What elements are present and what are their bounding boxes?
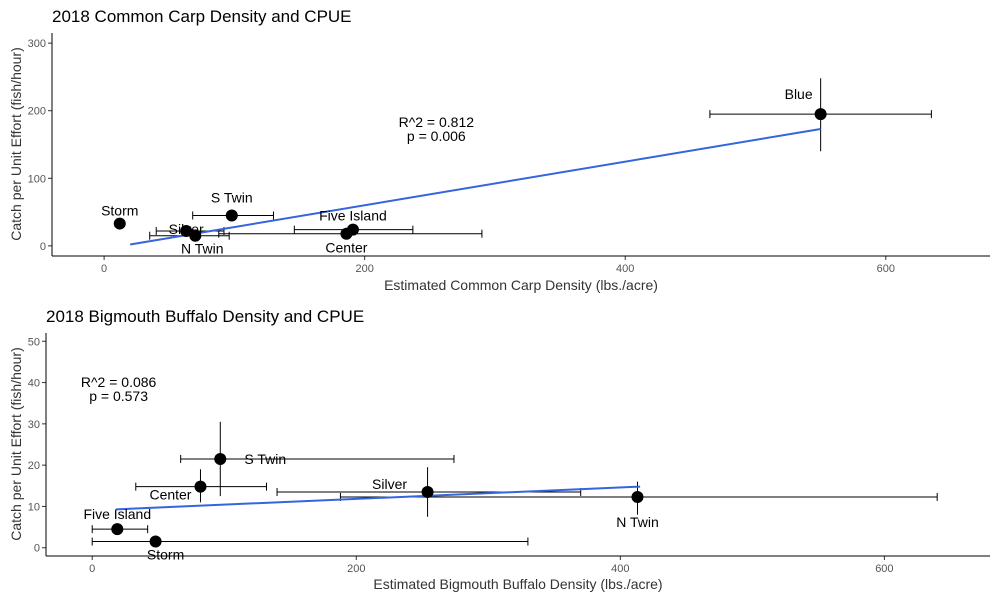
carp-y-axis-label: Catch per Unit Effort (fish/hour) <box>8 47 24 240</box>
data-point <box>631 490 644 503</box>
carp-r2-annotation: R^2 = 0.812 <box>399 114 475 130</box>
buffalo-panel: 2018 Bigmouth Buffalo Density and CPUE 0… <box>8 307 990 592</box>
carp-panel: 2018 Common Carp Density and CPUE 0 200 40… <box>8 7 990 293</box>
carp-x-ticks: 0 200 400 600 <box>101 256 895 275</box>
point-label: N Twin <box>616 514 659 530</box>
data-point <box>194 480 207 493</box>
x-tick-label: 600 <box>877 263 895 275</box>
y-tick-label: 0 <box>34 543 40 555</box>
carp-x-axis-label: Estimated Common Carp Density (lbs./acre… <box>384 277 658 293</box>
buffalo-x-axis-label: Estimated Bigmouth Buffalo Density (lbs.… <box>373 576 662 592</box>
buffalo-p-annotation: p = 0.573 <box>89 388 148 404</box>
data-point <box>814 108 827 121</box>
data-point <box>111 523 124 536</box>
y-tick-label: 20 <box>28 460 40 472</box>
x-tick-label: 0 <box>89 563 95 575</box>
point-label: S Twin <box>244 451 286 467</box>
data-point <box>180 224 193 237</box>
data-point <box>225 209 238 222</box>
regression-line <box>115 485 641 511</box>
carp-y-ticks: 0 100 200 300 <box>28 38 52 253</box>
data-point <box>214 452 227 465</box>
carp-chart-title: 2018 Common Carp Density and CPUE <box>52 7 352 26</box>
buffalo-r2-annotation: R^2 = 0.086 <box>81 374 157 390</box>
point-label: Five Island <box>83 506 151 522</box>
x-tick-label: 600 <box>875 563 893 575</box>
point-label: Storm <box>147 547 184 563</box>
carp-p-annotation: p = 0.006 <box>407 128 466 144</box>
data-point <box>421 485 434 498</box>
point-label: Five Island <box>319 208 387 224</box>
buffalo-marks: S Twin Center Silver N Twin Five Island Storm <box>83 421 938 563</box>
y-tick-label: 50 <box>28 336 40 348</box>
y-tick-label: 10 <box>28 501 40 513</box>
point-label: Blue <box>785 86 813 102</box>
y-tick-label: 0 <box>40 241 46 253</box>
point-label: Center <box>149 487 191 503</box>
regression-line <box>130 127 821 246</box>
buffalo-x-ticks: 0 200 400 600 <box>89 556 894 575</box>
x-tick-label: 200 <box>347 563 365 575</box>
data-point <box>149 535 162 548</box>
data-point <box>113 217 126 230</box>
x-tick-label: 400 <box>611 563 629 575</box>
x-tick-label: 200 <box>355 263 373 275</box>
point-label: Center <box>325 240 367 256</box>
data-point <box>340 227 353 240</box>
y-tick-label: 300 <box>28 38 46 50</box>
point-label: Silver <box>372 476 407 492</box>
buffalo-y-axis-label: Catch per Unit Effort (fish/hour) <box>8 347 24 540</box>
y-tick-label: 200 <box>28 106 46 118</box>
point-label: Storm <box>101 203 138 219</box>
y-tick-label: 100 <box>28 173 46 185</box>
point-label: N Twin <box>181 241 224 257</box>
data-point <box>189 229 202 242</box>
buffalo-chart-title: 2018 Bigmouth Buffalo Density and CPUE <box>46 307 364 326</box>
x-tick-label: 400 <box>616 263 634 275</box>
y-tick-label: 40 <box>28 378 40 390</box>
y-tick-label: 30 <box>28 419 40 431</box>
buffalo-y-ticks: 0 10 20 30 40 50 <box>28 336 46 555</box>
point-label: S Twin <box>211 189 253 205</box>
x-tick-label: 0 <box>101 263 107 275</box>
